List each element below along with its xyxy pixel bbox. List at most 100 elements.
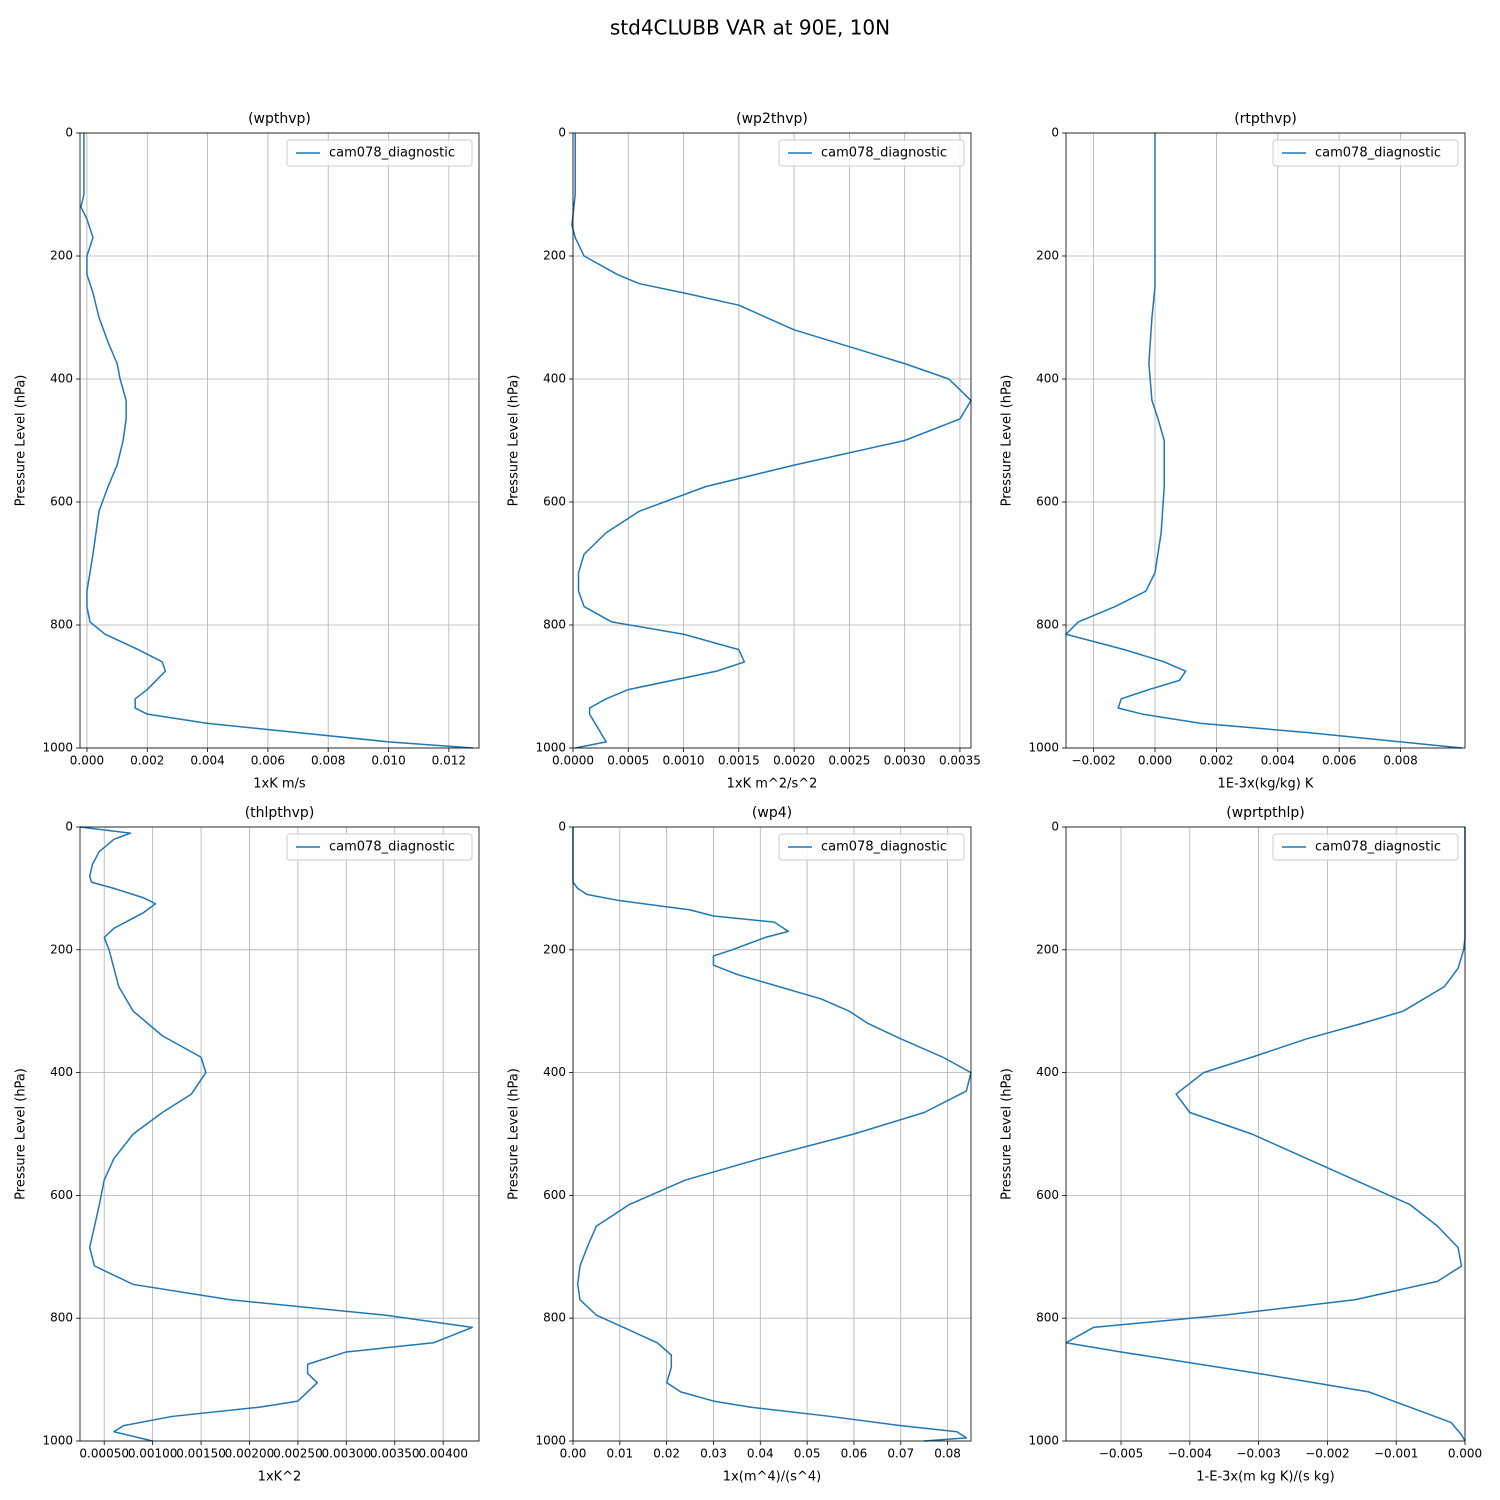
x-tick-label: 0.000 xyxy=(70,754,104,768)
axes-frame xyxy=(572,826,972,1442)
x-tick-label: 0.008 xyxy=(1383,754,1417,768)
data-line xyxy=(571,133,972,749)
y-tick-label: 600 xyxy=(50,495,73,509)
data-line xyxy=(1065,133,1463,749)
x-tick-label: 0.02 xyxy=(653,1447,680,1461)
y-tick-label: 1000 xyxy=(535,741,566,755)
y-axis-label: Pressure Level (hPa) xyxy=(14,375,29,507)
y-tick-label: 400 xyxy=(50,1065,73,1079)
x-axis-label: 1xK m^2/s^2 xyxy=(727,777,818,792)
y-tick-label: 0 xyxy=(1051,820,1059,834)
x-tick-label: 0.00100 xyxy=(128,1447,178,1461)
x-tick-label: 0.0020 xyxy=(773,754,815,768)
x-tick-label: 0.000 xyxy=(1138,754,1172,768)
x-tick-label: −0.002 xyxy=(1071,754,1115,768)
x-tick-label: 0.0010 xyxy=(663,754,705,768)
x-tick-label: −0.004 xyxy=(1168,1447,1212,1461)
x-tick-label: 0.002 xyxy=(1199,754,1233,768)
x-tick-label: 0.008 xyxy=(311,754,345,768)
axes-title: (wp4) xyxy=(752,805,792,821)
x-tick-label: 0.00 xyxy=(560,1447,587,1461)
x-tick-label: 0.00250 xyxy=(273,1447,323,1461)
axes-title: (thlpthvp) xyxy=(245,805,315,821)
axes-title: (wpthvp) xyxy=(248,111,311,127)
x-tick-label: 0.000 xyxy=(1448,1447,1482,1461)
legend-label: cam078_diagnostic xyxy=(1315,840,1441,855)
legend-box xyxy=(1272,833,1459,861)
y-tick-label: 1000 xyxy=(1028,741,1059,755)
y-tick-label: 800 xyxy=(50,618,73,632)
x-tick-label: 0.08 xyxy=(934,1447,961,1461)
y-tick-label: 200 xyxy=(543,249,566,263)
y-tick-label: 400 xyxy=(543,372,566,386)
y-tick-label: 400 xyxy=(1036,1065,1059,1079)
data-line xyxy=(1065,827,1466,1442)
y-tick-label: 600 xyxy=(543,495,566,509)
y-tick-label: 800 xyxy=(543,618,566,632)
y-tick-label: 1000 xyxy=(535,1434,566,1448)
y-tick-label: 600 xyxy=(1036,495,1059,509)
legend-box xyxy=(778,833,965,861)
axes-frame xyxy=(1065,826,1466,1442)
x-tick-label: 0.012 xyxy=(432,754,466,768)
x-tick-label: 0.01 xyxy=(606,1447,633,1461)
x-tick-label: 0.03 xyxy=(700,1447,727,1461)
legend-label: cam078_diagnostic xyxy=(821,146,947,161)
y-axis-label: Pressure Level (hPa) xyxy=(507,1068,522,1200)
figure-title: std4CLUBB VAR at 90E, 10N xyxy=(610,16,890,40)
y-tick-label: 0 xyxy=(65,126,73,140)
x-tick-label: −0.002 xyxy=(1305,1447,1349,1461)
legend-box xyxy=(778,139,965,167)
y-tick-label: 800 xyxy=(543,1311,566,1325)
y-tick-label: 600 xyxy=(50,1188,73,1202)
x-tick-label: 0.05 xyxy=(794,1447,821,1461)
axes-title: (rtpthvp) xyxy=(1234,111,1297,127)
data-line xyxy=(79,826,473,1442)
x-axis-label: 1xK^2 xyxy=(258,1470,302,1485)
y-tick-label: 0 xyxy=(558,126,566,140)
y-tick-label: 1000 xyxy=(42,1434,73,1448)
axes-title: (wprtpthlp) xyxy=(1226,805,1305,821)
y-tick-label: 0 xyxy=(558,820,566,834)
x-tick-label: 0.00150 xyxy=(176,1447,226,1461)
y-tick-label: 800 xyxy=(50,1311,73,1325)
x-tick-label: 0.00300 xyxy=(322,1447,372,1461)
data-line xyxy=(572,827,972,1442)
axes-frame xyxy=(572,132,972,749)
y-tick-label: 200 xyxy=(1036,249,1059,263)
y-tick-label: 600 xyxy=(543,1188,566,1202)
x-tick-label: 0.0000 xyxy=(552,754,594,768)
x-tick-label: 0.006 xyxy=(251,754,285,768)
y-tick-label: 400 xyxy=(50,372,73,386)
axes-frame xyxy=(1065,132,1466,749)
x-tick-label: 0.004 xyxy=(190,754,224,768)
data-line xyxy=(80,133,474,749)
axes-frame xyxy=(79,132,480,749)
y-tick-label: 800 xyxy=(1036,1311,1059,1325)
x-tick-label: 0.07 xyxy=(887,1447,914,1461)
x-tick-label: −0.005 xyxy=(1099,1447,1143,1461)
y-tick-label: 200 xyxy=(1036,942,1059,956)
y-tick-label: 0 xyxy=(1051,126,1059,140)
x-tick-label: 0.0015 xyxy=(718,754,760,768)
x-tick-label: 0.004 xyxy=(1261,754,1295,768)
legend-label: cam078_diagnostic xyxy=(821,840,947,855)
legend-label: cam078_diagnostic xyxy=(1315,146,1441,161)
x-tick-label: 0.0025 xyxy=(828,754,870,768)
x-tick-label: 0.0030 xyxy=(884,754,926,768)
x-tick-label: −0.001 xyxy=(1374,1447,1418,1461)
x-tick-label: 0.04 xyxy=(747,1447,774,1461)
legend-box xyxy=(286,833,473,861)
legend-box xyxy=(286,139,473,167)
y-axis-label: Pressure Level (hPa) xyxy=(1000,1068,1015,1200)
x-axis-label: 1xK m/s xyxy=(253,777,306,792)
y-axis-label: Pressure Level (hPa) xyxy=(14,1068,29,1200)
legend-label: cam078_diagnostic xyxy=(329,146,455,161)
y-axis-label: Pressure Level (hPa) xyxy=(507,375,522,507)
x-tick-label: 0.010 xyxy=(371,754,405,768)
x-axis-label: 1-E-3x(m kg K)/(s kg) xyxy=(1196,1470,1334,1485)
x-axis-label: 1E-3x(kg/kg) K xyxy=(1218,777,1314,792)
x-tick-label: 0.0005 xyxy=(607,754,649,768)
x-tick-label: 0.002 xyxy=(130,754,164,768)
